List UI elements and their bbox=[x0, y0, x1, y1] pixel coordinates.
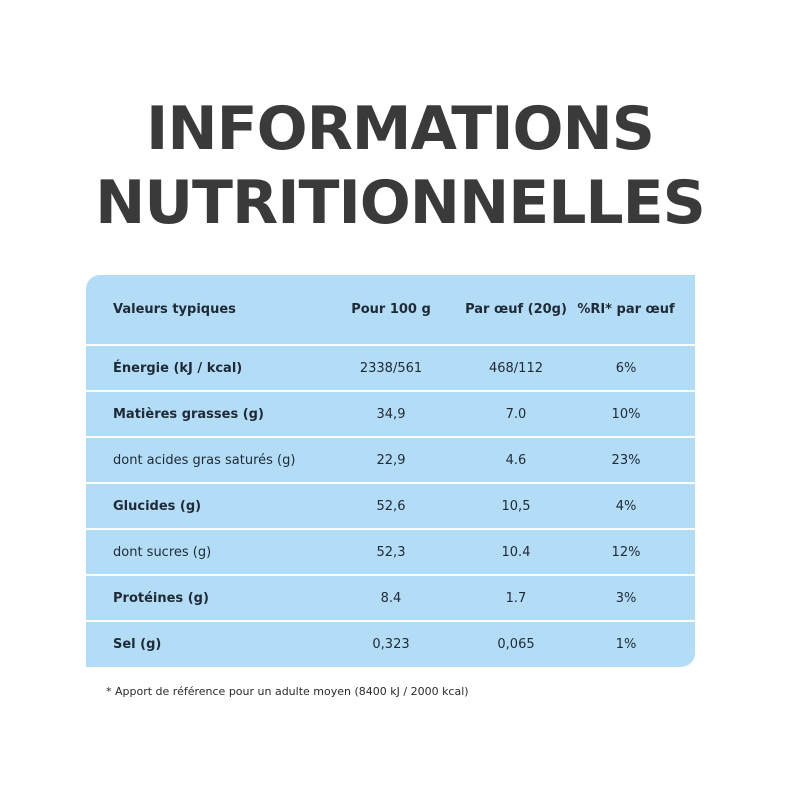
row-label: dont acides gras saturés (g) bbox=[113, 452, 296, 468]
row-ri: 6% bbox=[615, 360, 637, 376]
table-row: Sel (g) 0,323 0,065 1% bbox=[86, 622, 695, 667]
row-per-100g: 52,3 bbox=[376, 544, 406, 560]
table-row: Protéines (g) 8.4 1.7 3% bbox=[86, 576, 695, 620]
row-per-egg: 4.6 bbox=[505, 452, 527, 468]
row-label: Protéines (g) bbox=[113, 590, 209, 606]
row-label: Énergie (kJ / kcal) bbox=[113, 360, 243, 376]
row-label: dont sucres (g) bbox=[113, 544, 212, 560]
nutrition-table: Valeurs typiques Pour 100 g Par œuf (20g… bbox=[86, 275, 695, 667]
table-row: Matières grasses (g) 34,9 7.0 10% bbox=[86, 392, 695, 436]
row-ri: 23% bbox=[611, 452, 641, 468]
footnote: * Apport de référence pour un adulte moy… bbox=[106, 685, 469, 698]
row-per-egg: 1.7 bbox=[505, 590, 527, 606]
row-ri: 10% bbox=[611, 406, 641, 422]
page-title-line-1: INFORMATIONS bbox=[146, 94, 655, 164]
table-header-row: Valeurs typiques Pour 100 g Par œuf (20g… bbox=[86, 275, 695, 344]
row-ri: 1% bbox=[615, 637, 637, 652]
header-per-egg: Par œuf (20g) bbox=[465, 302, 567, 317]
row-ri: 12% bbox=[611, 544, 641, 560]
table-row: dont acides gras saturés (g) 22,9 4.6 23… bbox=[86, 438, 695, 482]
row-per-100g: 8.4 bbox=[380, 590, 402, 606]
header-ri-per-egg: %RI* par œuf bbox=[577, 302, 675, 317]
header-typical-values: Valeurs typiques bbox=[113, 302, 236, 317]
row-per-egg: 10,5 bbox=[501, 498, 531, 514]
row-label: Matières grasses (g) bbox=[113, 406, 264, 422]
row-per-egg: 0,065 bbox=[497, 637, 535, 652]
row-per-100g: 22,9 bbox=[376, 452, 406, 468]
row-per-100g: 2338/561 bbox=[359, 360, 423, 376]
row-label: Sel (g) bbox=[113, 637, 162, 652]
row-per-100g: 52,6 bbox=[376, 498, 406, 514]
row-per-egg: 10.4 bbox=[501, 544, 531, 560]
row-ri: 3% bbox=[615, 590, 637, 606]
page-title-line-2: NUTRITIONNELLES bbox=[95, 168, 706, 238]
header-per-100g: Pour 100 g bbox=[351, 302, 431, 317]
row-per-egg: 468/112 bbox=[488, 360, 543, 376]
row-ri: 4% bbox=[615, 498, 637, 514]
row-per-100g: 34,9 bbox=[376, 406, 406, 422]
table-row: Glucides (g) 52,6 10,5 4% bbox=[86, 484, 695, 528]
table-row: Énergie (kJ / kcal) 2338/561 468/112 6% bbox=[86, 346, 695, 390]
row-label: Glucides (g) bbox=[113, 498, 202, 514]
table-row: dont sucres (g) 52,3 10.4 12% bbox=[86, 530, 695, 574]
row-per-100g: 0,323 bbox=[372, 637, 410, 652]
row-per-egg: 7.0 bbox=[505, 406, 527, 422]
